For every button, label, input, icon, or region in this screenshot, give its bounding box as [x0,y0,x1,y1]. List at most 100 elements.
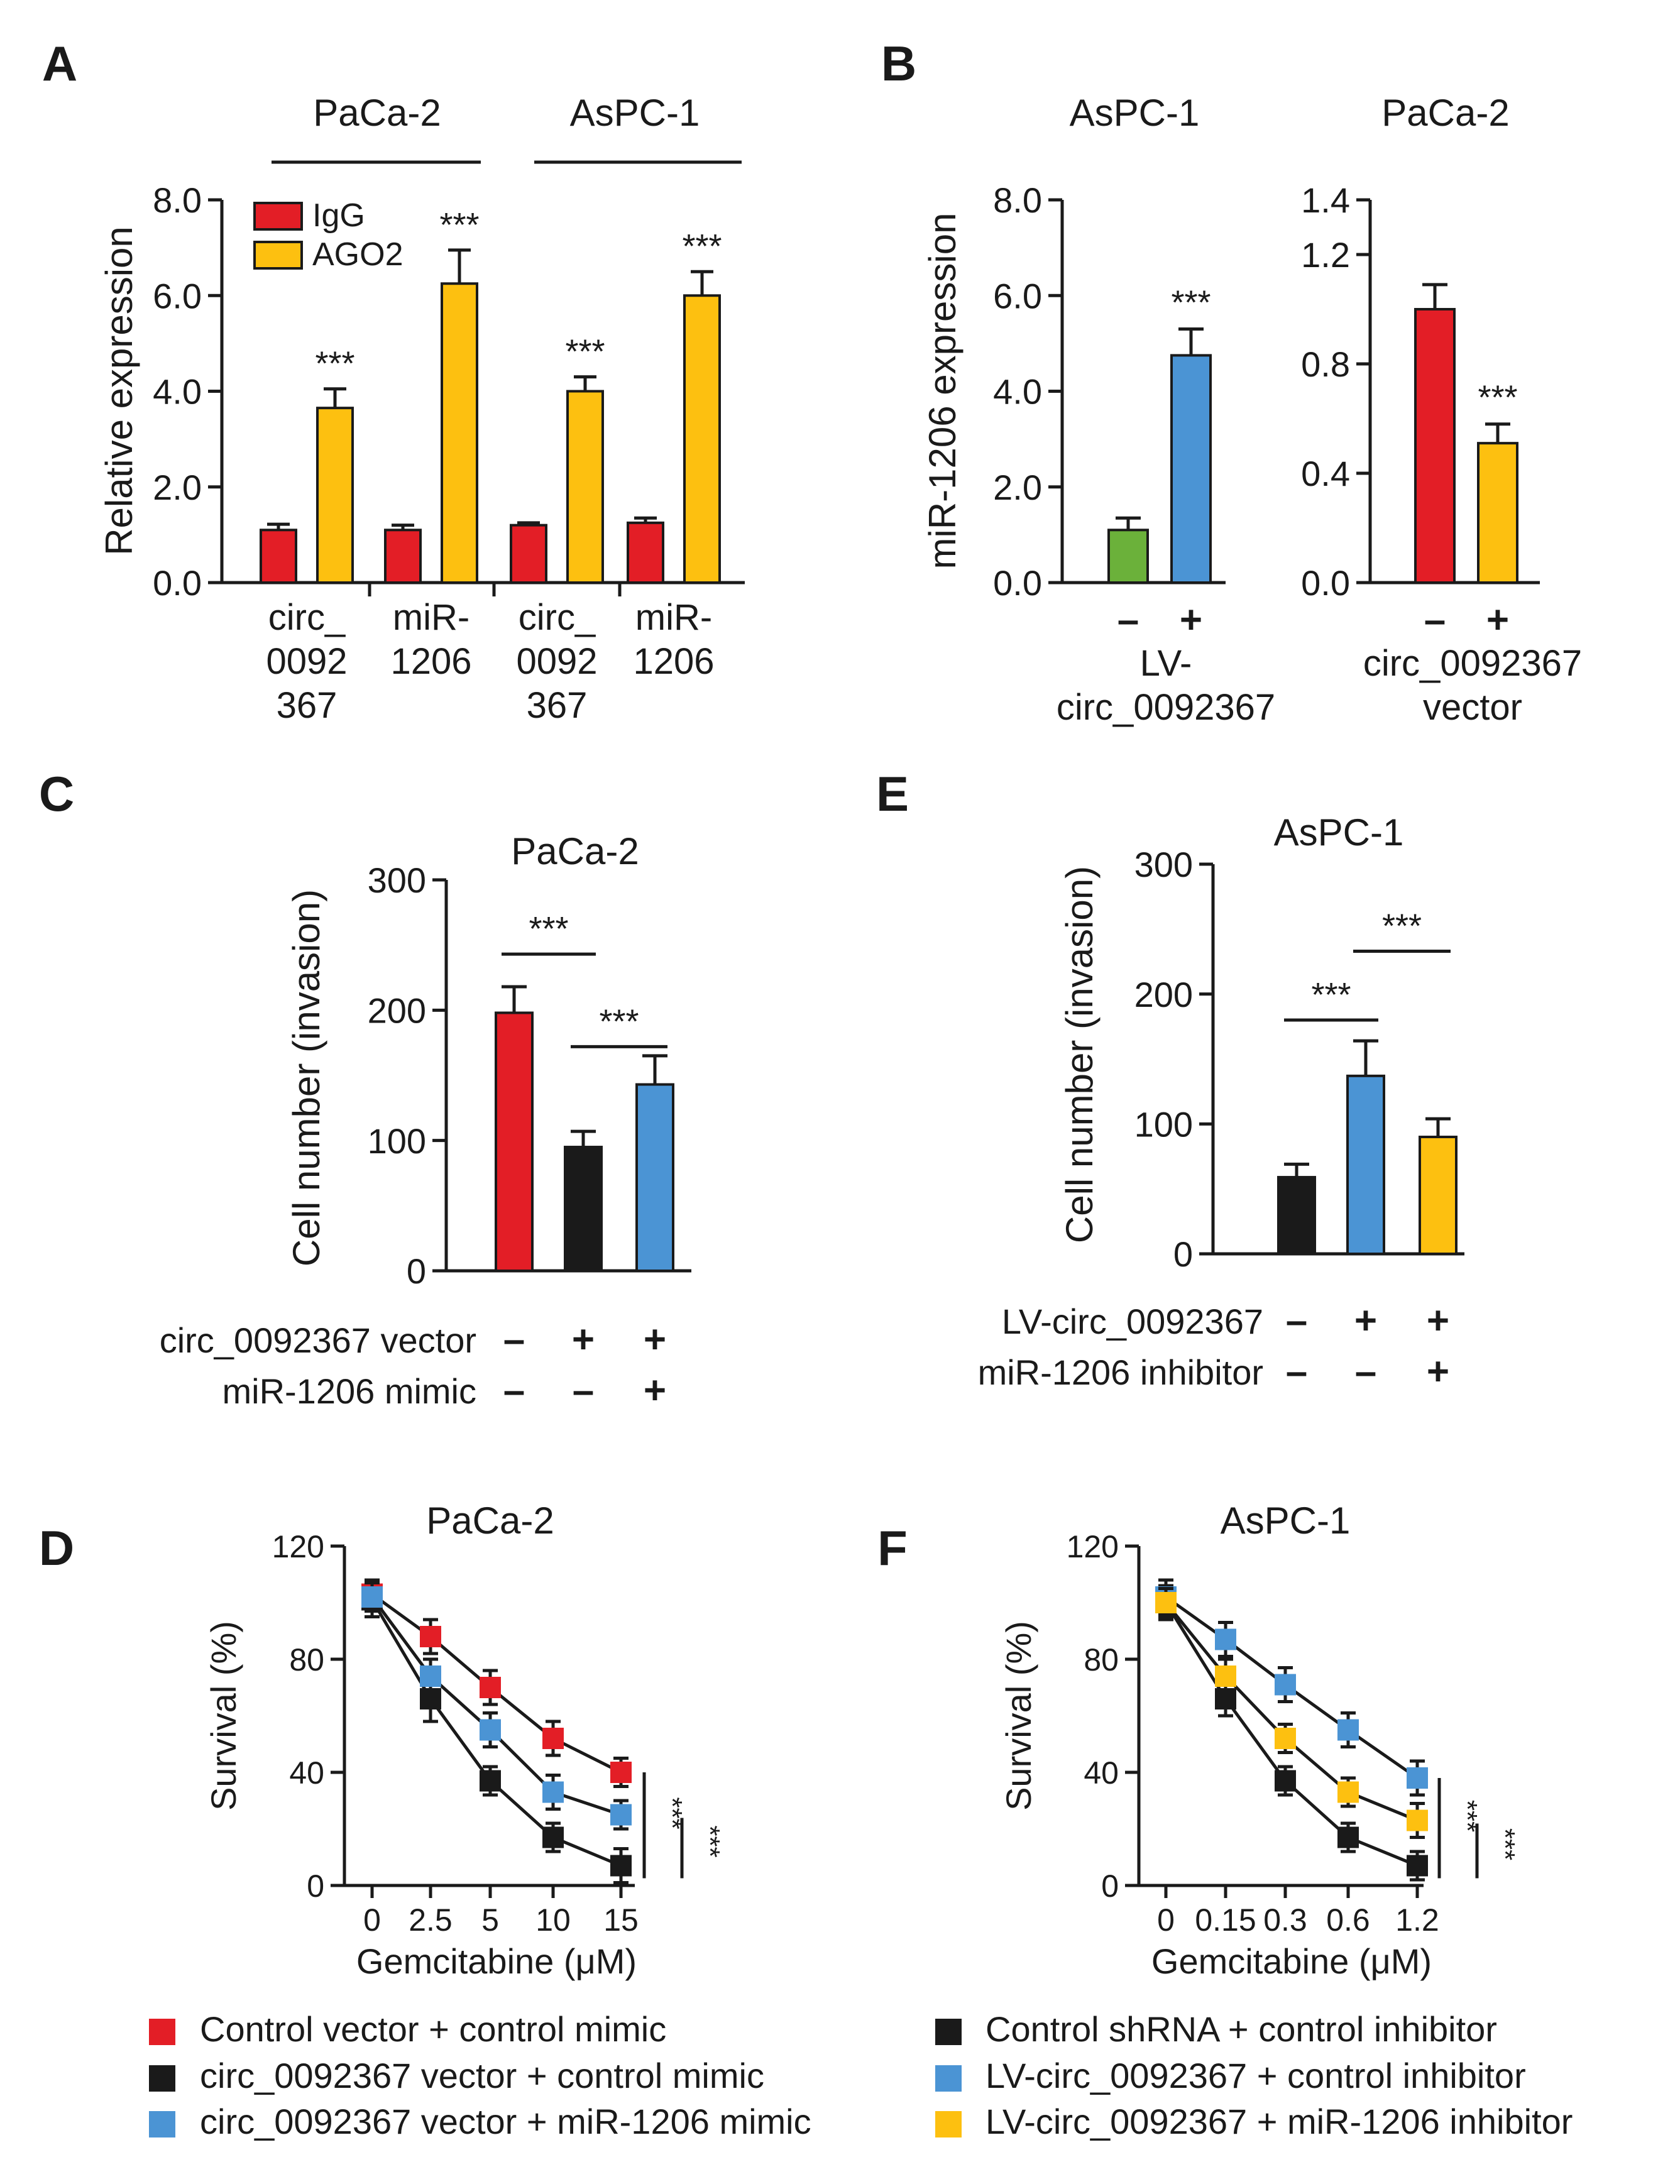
panel-a-y-label: Relative expression [98,226,140,556]
legend-swatch-d [149,2019,175,2045]
panel-c-sign: + [572,1318,595,1361]
panel-d-title: PaCa-2 [426,1500,554,1542]
panel-c-bar [495,1011,534,1272]
legend-label-d: circ_0092367 vector + control mimic [200,2056,764,2095]
panel-f-data-point [1337,1781,1359,1803]
panel-letter-f: F [877,1520,908,1576]
panel-a-x-tick-label: circ_ [519,597,596,638]
panel-b-right-condition-label: vector [1423,687,1522,728]
panel-c-title: PaCa-2 [511,830,639,872]
panel-c-sign: + [644,1318,666,1361]
panel-a-bar-ago2 [566,390,604,584]
legend-swatch-d [149,2111,175,2137]
legend-label-f: Control shRNA + control inhibitor [985,2009,1497,2049]
panel-b-left-title: AsPC-1 [1070,92,1200,134]
panel-f-y-tick-label: 40 [1084,1755,1119,1791]
panel-a-bar-igg [627,521,664,584]
panel-a-y-tick-label: 6.0 [153,276,202,316]
panel-a-y-tick-label: 4.0 [153,372,202,412]
panel-d-y-tick-label: 40 [289,1755,324,1791]
panel-f-significance: *** [1452,1800,1483,1832]
panel-e-sign: – [1355,1350,1376,1393]
panel-c-bar [564,1146,603,1272]
panel-a-x-tick-label: 1206 [633,641,714,682]
panel-f-data-point [1215,1628,1236,1650]
panel-b-left-y-tick-label: 8.0 [993,180,1042,220]
panel-d-data-point [480,1719,501,1741]
panel-letter-b: B [881,36,916,91]
panel-d-x-tick-label: 2.5 [409,1902,453,1938]
panel-a-x-tick-label: circ_ [268,597,346,638]
panel-e-y-tick-label: 200 [1134,975,1193,1014]
panel-d-y-tick-label: 0 [307,1868,324,1904]
legend-swatch-d [149,2065,175,2092]
panel-e-bar [1419,1136,1458,1255]
panel-f-y-tick-label: 120 [1067,1529,1119,1564]
panel-d-y-tick-label: 120 [272,1529,324,1564]
panel-b-left-y-tick-label: 4.0 [993,372,1042,412]
panel-f-data-point [1275,1728,1296,1749]
panel-a-bar-ago2 [683,294,721,584]
panel-e-sign: – [1286,1350,1307,1393]
panel-f-y-tick-label: 0 [1101,1868,1119,1904]
panel-a-significance: *** [565,333,605,371]
panel-b-right-y-tick-label: 0.0 [1301,563,1350,603]
panel-e-y-tick-label: 300 [1134,845,1193,884]
panel-e-sign: + [1427,1350,1449,1393]
panel-d-x-label: Gemcitabine (μM) [356,1941,637,1981]
panel-a-legend-swatch-ago2 [253,241,303,270]
panel-f-x-label: Gemcitabine (μM) [1151,1941,1432,1981]
legend-swatch-f [935,2065,962,2092]
panel-a-significance: *** [315,345,354,383]
panel-c-sign: – [503,1369,525,1412]
panel-d-data-point [480,1677,501,1698]
panel-b-right-significance: *** [1478,379,1517,417]
panel-a-y-tick-label: 0.0 [153,563,202,603]
panel-e-condition-label: miR-1206 inhibitor [978,1353,1263,1392]
panel-b-left-y-tick-label: 0.0 [993,563,1042,603]
panel-a-legend-swatch-igg [253,202,303,231]
panel-a-group-header-paca2: PaCa-2 [313,92,441,134]
legend-label-d: Control vector + control mimic [200,2009,666,2049]
panel-a-bar-igg [384,529,422,584]
panel-f-x-tick-label: 0.6 [1326,1902,1370,1938]
legend-label-d: circ_0092367 vector + miR-1206 mimic [200,2102,811,2141]
panel-f-data-point [1407,1855,1428,1877]
panel-b-left-significance: *** [1171,284,1211,322]
panel-letter-a: A [42,36,77,91]
panel-d-significance: *** [657,1797,688,1829]
panel-c-y-tick-label: 100 [368,1121,426,1161]
panel-a-x-tick-label: 367 [277,685,338,726]
legend-label-f: LV-circ_0092367 + control inhibitor [985,2056,1526,2095]
panel-f-y-tick-label: 80 [1084,1642,1119,1677]
panel-e-y-tick-label: 100 [1134,1104,1193,1144]
panel-d-data-point [420,1665,441,1687]
panel-b-right-y-tick-label: 1.4 [1301,180,1350,220]
panel-f-y-label: Survival (%) [999,1621,1038,1811]
panel-b-right-condition-label: circ_0092367 [1363,643,1582,684]
panel-b-right-y-tick-label: 1.2 [1301,235,1350,275]
panel-b-left-bar [1170,354,1212,584]
panel-f-data-point [1155,1592,1177,1613]
panel-c-condition-label: miR-1206 mimic [222,1371,477,1411]
panel-b-right-bar [1414,308,1456,584]
panel-b-left-y-tick-label: 2.0 [993,468,1042,507]
panel-f-data-point [1215,1665,1236,1687]
panel-d-x-tick-label: 10 [535,1902,571,1938]
panel-d-y-tick-label: 80 [289,1642,324,1677]
legend-swatch-f [935,2111,962,2137]
panel-a-x-tick-label: 0092 [516,641,597,682]
panel-d-data-point [542,1781,564,1803]
panel-c-bar [635,1083,674,1272]
panel-a-y-tick-label: 2.0 [153,468,202,507]
panel-f-data-point [1275,1674,1296,1696]
panel-a-x-tick-label: 0092 [266,641,347,682]
panel-a-x-tick-label: 367 [527,685,588,726]
panel-d-data-point [361,1586,383,1608]
panel-c-significance: *** [599,1002,639,1040]
panel-e-bar [1346,1074,1385,1256]
panel-a-bar-ago2 [316,407,354,584]
panel-d-x-tick-label: 0 [363,1902,381,1938]
panel-e-condition-label: LV-circ_0092367 [1002,1302,1263,1341]
panel-a-x-tick-label: miR- [635,597,712,638]
